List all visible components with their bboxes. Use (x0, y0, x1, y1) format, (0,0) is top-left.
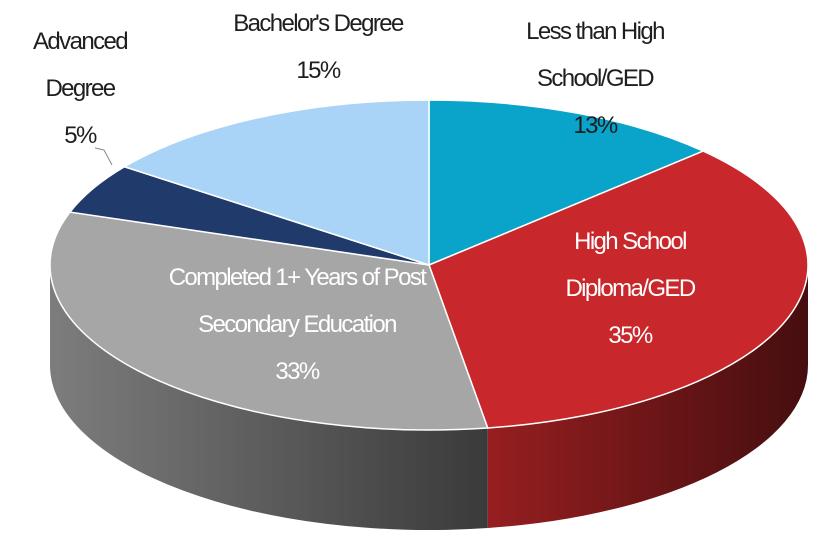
slice-side (50, 265, 488, 530)
data-label: Bachelor's Degree 15% (233, 0, 404, 94)
data-label: High School Diploma/GED 35% (520, 218, 740, 359)
value-label: 13% (573, 112, 618, 139)
category-label: High School Diploma/GED (565, 228, 696, 302)
pie-sides (50, 265, 809, 530)
leader-line (103, 149, 113, 166)
value-label: 15% (296, 57, 341, 84)
data-label: Less than High School/GED 13% (490, 8, 700, 149)
slice (428, 150, 809, 429)
pie-tops (49, 99, 809, 431)
value-label: 33% (275, 358, 320, 385)
category-label: Completed 1+ Years of Post Secondary Edu… (168, 264, 427, 338)
data-label: Advanced Degree 5% (10, 18, 150, 159)
slice (122, 99, 430, 267)
category-label: Bachelor's Degree (233, 10, 404, 37)
data-label: Completed 1+ Years of Post Secondary Edu… (147, 254, 447, 395)
leader-line (94, 147, 105, 151)
slice (428, 99, 706, 267)
slice-side (487, 265, 809, 529)
category-label: Advanced Degree (33, 28, 129, 102)
value-label: 5% (64, 122, 97, 149)
category-label: Less than High School/GED (526, 18, 665, 92)
slice (49, 211, 489, 431)
value-label: 35% (608, 322, 653, 349)
